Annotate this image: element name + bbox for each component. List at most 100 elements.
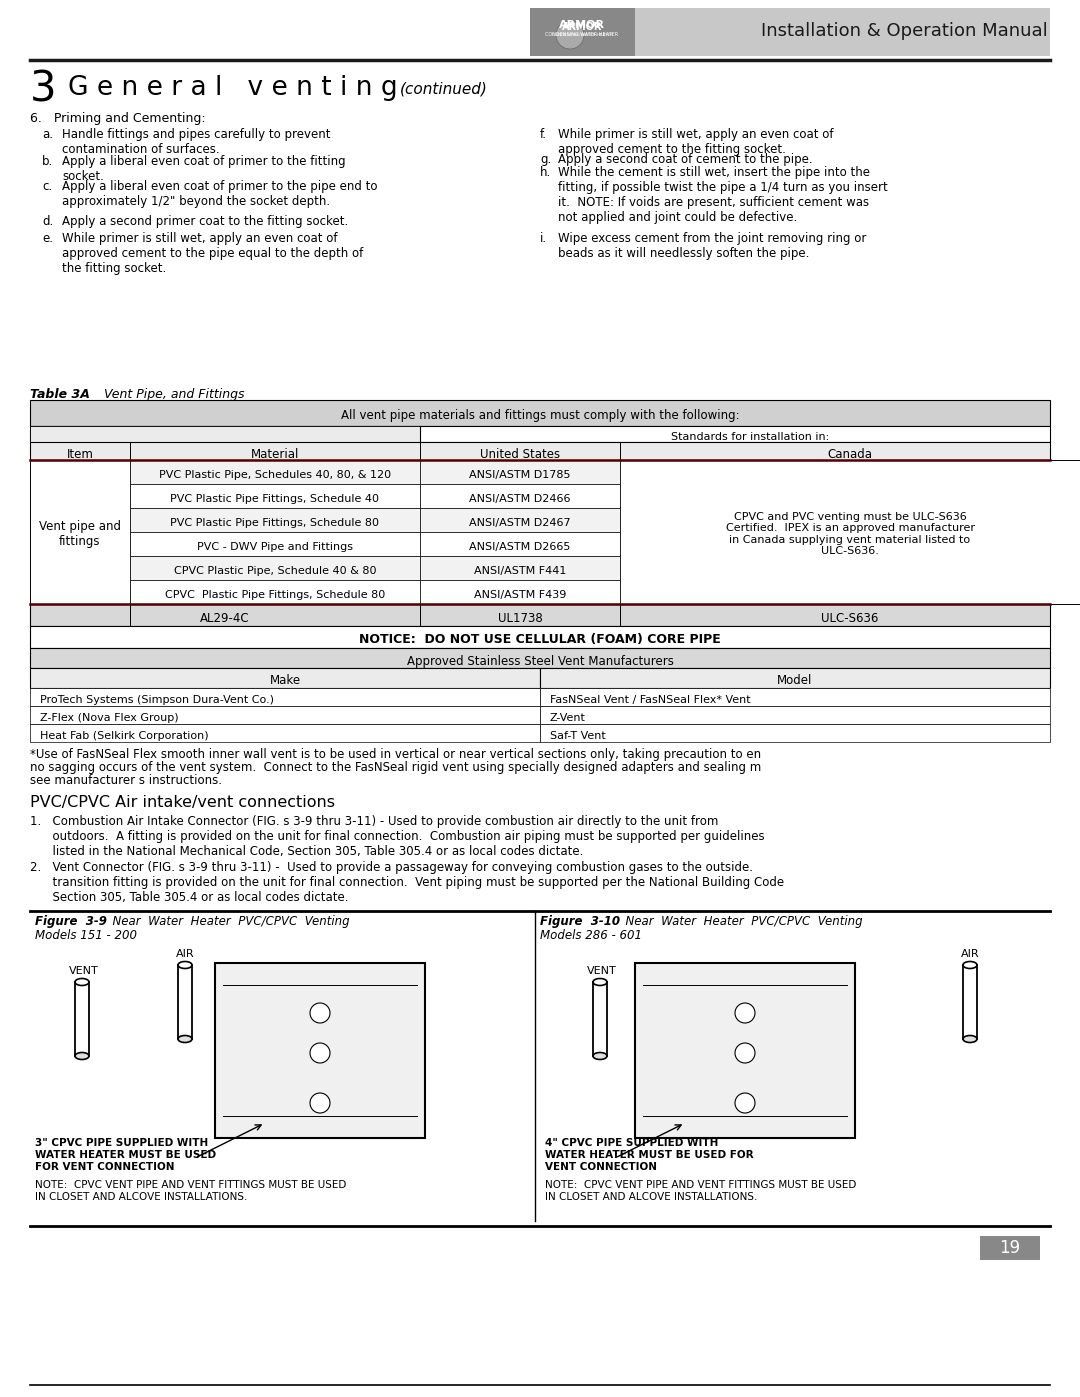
Text: *Use of FasNSeal Flex smooth inner wall vent is to be used in vertical or near v: *Use of FasNSeal Flex smooth inner wall …	[30, 747, 761, 761]
Circle shape	[556, 21, 584, 49]
Text: see manufacturer s instructions.: see manufacturer s instructions.	[30, 774, 222, 787]
Ellipse shape	[75, 978, 89, 985]
Text: ANSI/ASTM D2665: ANSI/ASTM D2665	[470, 542, 570, 552]
Text: AIR: AIR	[176, 949, 194, 958]
Text: NOTICE:  DO NOT USE CELLULAR (FOAM) CORE PIPE: NOTICE: DO NOT USE CELLULAR (FOAM) CORE …	[360, 633, 720, 647]
Text: While primer is still wet, apply an even coat of
approved cement to the fitting : While primer is still wet, apply an even…	[558, 129, 834, 156]
Text: Vent Pipe, and Fittings: Vent Pipe, and Fittings	[100, 388, 244, 401]
Text: CPVC  Plastic Pipe Fittings, Schedule 80: CPVC Plastic Pipe Fittings, Schedule 80	[165, 590, 386, 599]
Bar	[980, 1236, 1040, 1260]
Text: CPVC Plastic Pipe, Schedule 40 & 80: CPVC Plastic Pipe, Schedule 40 & 80	[174, 566, 376, 576]
Circle shape	[310, 1003, 330, 1023]
Text: no sagging occurs of the vent system.  Connect to the FasNSeal rigid vent using : no sagging occurs of the vent system. Co…	[30, 761, 761, 774]
Text: ANSI/ASTM D2466: ANSI/ASTM D2466	[469, 495, 570, 504]
Text: CPVC and PVC venting must be ULC-S636
Certified.  IPEX is an approved manufactur: CPVC and PVC venting must be ULC-S636 Ce…	[726, 511, 974, 556]
Ellipse shape	[75, 1052, 89, 1059]
Bar	[540, 705, 1050, 724]
Text: 3" CPVC PIPE SUPPLIED WITH: 3" CPVC PIPE SUPPLIED WITH	[35, 1139, 208, 1148]
Text: Apply a second coat of cement to the pipe.: Apply a second coat of cement to the pip…	[558, 154, 812, 166]
Ellipse shape	[178, 1035, 192, 1042]
Text: NOTE:  CPVC VENT PIPE AND VENT FITTINGS MUST BE USED
IN CLOSET AND ALCOVE INSTAL: NOTE: CPVC VENT PIPE AND VENT FITTINGS M…	[35, 1180, 347, 1201]
Text: Approved Stainless Steel Vent Manufacturers: Approved Stainless Steel Vent Manufactur…	[406, 655, 674, 668]
Text: ULC-S636: ULC-S636	[821, 612, 879, 624]
Circle shape	[310, 1092, 330, 1113]
Bar	[30, 626, 1050, 648]
Text: b.: b.	[42, 155, 53, 168]
Text: CONDENSING WATER HEATER: CONDENSING WATER HEATER	[552, 34, 612, 36]
Text: PVC Plastic Pipe, Schedules 40, 80, & 120: PVC Plastic Pipe, Schedules 40, 80, & 12…	[159, 469, 391, 481]
Text: PVC/CPVC Air intake/vent connections: PVC/CPVC Air intake/vent connections	[30, 795, 335, 810]
Text: Near  Water  Heater  PVC/CPVC  Venting: Near Water Heater PVC/CPVC Venting	[618, 915, 863, 928]
Ellipse shape	[593, 1052, 607, 1059]
Text: WATER HEATER MUST BE USED FOR: WATER HEATER MUST BE USED FOR	[545, 1150, 754, 1160]
Bar	[420, 460, 620, 483]
Text: ARMOR: ARMOR	[562, 22, 603, 32]
Text: AIR: AIR	[961, 949, 980, 958]
Text: Apply a liberal even coat of primer to the fitting
socket.: Apply a liberal even coat of primer to t…	[62, 155, 346, 183]
Bar	[130, 460, 420, 483]
Ellipse shape	[963, 1035, 977, 1042]
Text: c.: c.	[42, 180, 52, 193]
Text: Make: Make	[269, 675, 300, 687]
Text: Installation & Operation Manual: Installation & Operation Manual	[761, 22, 1048, 41]
Bar	[130, 556, 420, 580]
Text: While primer is still wet, apply an even coat of
approved cement to the pipe equ: While primer is still wet, apply an even…	[62, 232, 363, 275]
Bar	[635, 963, 855, 1139]
Bar	[530, 8, 635, 56]
Text: Models 151 - 200: Models 151 - 200	[35, 929, 137, 942]
Bar	[420, 580, 620, 604]
Bar	[30, 426, 420, 441]
Text: i.: i.	[540, 232, 548, 244]
Text: Table 3A: Table 3A	[30, 388, 90, 401]
Text: PVC - DWV Pipe and Fittings: PVC - DWV Pipe and Fittings	[197, 542, 353, 552]
Text: 4" CPVC PIPE SUPPLIED WITH: 4" CPVC PIPE SUPPLIED WITH	[545, 1139, 718, 1148]
Text: Standards for installation in:: Standards for installation in:	[671, 432, 829, 441]
Text: While the cement is still wet, insert the pipe into the
fitting, if possible twi: While the cement is still wet, insert th…	[558, 166, 888, 224]
Text: 2.   Vent Connector (FIG. s 3-9 thru 3-11) -  Used to provide a passageway for c: 2. Vent Connector (FIG. s 3-9 thru 3-11)…	[30, 861, 784, 904]
Bar	[30, 460, 130, 604]
Text: Z-Flex (Nova Flex Group): Z-Flex (Nova Flex Group)	[40, 712, 178, 724]
Circle shape	[735, 1092, 755, 1113]
Text: UL1738: UL1738	[498, 612, 542, 624]
Bar	[30, 668, 540, 687]
Bar	[420, 532, 620, 556]
Text: All vent pipe materials and fittings must comply with the following:: All vent pipe materials and fittings mus…	[340, 409, 740, 422]
Bar	[215, 963, 426, 1139]
Bar	[130, 580, 420, 604]
Text: PVC Plastic Pipe Fittings, Schedule 80: PVC Plastic Pipe Fittings, Schedule 80	[171, 518, 379, 528]
Text: VENT: VENT	[588, 965, 617, 977]
Text: ProTech Systems (Simpson Dura-Vent Co.): ProTech Systems (Simpson Dura-Vent Co.)	[40, 694, 274, 705]
Text: 6.   Priming and Cementing:: 6. Priming and Cementing:	[30, 112, 205, 124]
Text: (continued): (continued)	[400, 82, 488, 96]
Text: e.: e.	[42, 232, 53, 244]
Text: ANSI/ASTM D1785: ANSI/ASTM D1785	[469, 469, 570, 481]
Text: Saf-T Vent: Saf-T Vent	[550, 731, 606, 740]
Text: Z-Vent: Z-Vent	[550, 712, 585, 724]
Bar	[30, 604, 1050, 626]
Text: AL29-4C: AL29-4C	[200, 612, 249, 624]
Text: ANSI/ASTM D2467: ANSI/ASTM D2467	[469, 518, 571, 528]
Bar	[130, 532, 420, 556]
Bar	[130, 509, 420, 532]
Ellipse shape	[963, 961, 977, 968]
Bar	[30, 441, 1050, 460]
Bar	[620, 460, 1080, 604]
Text: Figure  3-10: Figure 3-10	[540, 915, 620, 928]
Circle shape	[310, 1044, 330, 1063]
Text: VENT CONNECTION: VENT CONNECTION	[545, 1162, 657, 1172]
Text: ANSI/ASTM F441: ANSI/ASTM F441	[474, 566, 566, 576]
Text: Model: Model	[778, 675, 812, 687]
Text: ANSI/ASTM F439: ANSI/ASTM F439	[474, 590, 566, 599]
Bar	[30, 648, 1050, 668]
Text: VENT: VENT	[69, 965, 99, 977]
Text: Wipe excess cement from the joint removing ring or
beads as it will needlessly s: Wipe excess cement from the joint removi…	[558, 232, 866, 260]
Text: PVC Plastic Pipe Fittings, Schedule 40: PVC Plastic Pipe Fittings, Schedule 40	[171, 495, 379, 504]
Bar	[420, 509, 620, 532]
Text: 19: 19	[999, 1239, 1021, 1257]
Text: Item: Item	[67, 447, 94, 461]
Text: NOTE:  CPVC VENT PIPE AND VENT FITTINGS MUST BE USED
IN CLOSET AND ALCOVE INSTAL: NOTE: CPVC VENT PIPE AND VENT FITTINGS M…	[545, 1180, 856, 1201]
Text: 1.   Combustion Air Intake Connector (FIG. s 3-9 thru 3-11) - Used to provide co: 1. Combustion Air Intake Connector (FIG.…	[30, 814, 765, 858]
Text: h.: h.	[540, 166, 551, 179]
Text: Apply a second primer coat to the fitting socket.: Apply a second primer coat to the fittin…	[62, 215, 348, 228]
Text: Material: Material	[251, 447, 299, 461]
